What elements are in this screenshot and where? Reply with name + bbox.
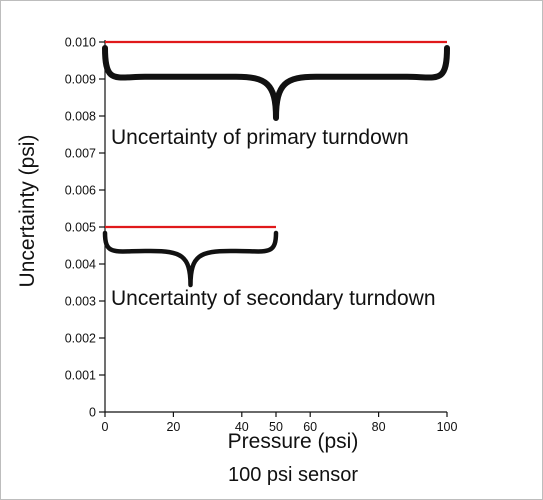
y-tick-label: 0.004 [65, 258, 96, 272]
x-tick-label: 50 [269, 420, 283, 434]
series-group [105, 40, 447, 229]
x-axis-title: Pressure (psi) [228, 430, 359, 453]
y-tick-label: 0.005 [65, 221, 96, 235]
x-tick-label: 60 [303, 420, 317, 434]
annotation-secondary-turndown: Uncertainty of secondary turndown [111, 287, 436, 310]
brace-2 [102, 230, 279, 288]
y-axis: 0 0.001 0.002 0.003 0.004 0.005 0.006 0.007 0.00… [65, 36, 106, 420]
y-tick-label: 0.009 [65, 73, 96, 87]
y-tick-label: 0.006 [65, 184, 96, 198]
y-tick-label: 0.010 [65, 36, 96, 50]
y-tick-label: 0.002 [65, 332, 96, 346]
y-tick-label: 0 [89, 406, 96, 420]
annotation-primary-turndown: Uncertainty of primary turndown [111, 126, 409, 149]
x-tick-label: 100 [437, 420, 458, 434]
y-tick-label: 0.003 [65, 295, 96, 309]
x-axis: 0 20 40 50 60 80 100 [102, 411, 458, 434]
x-tick-label: 40 [235, 420, 249, 434]
y-axis-title: Uncertainty (psi) [16, 135, 39, 288]
y-tick-label: 0.008 [65, 110, 96, 124]
chart-caption: 100 psi sensor [228, 464, 358, 486]
y-tick-label: 0.007 [65, 147, 96, 161]
x-tick-label: 80 [372, 420, 386, 434]
x-tick-label: 0 [102, 420, 109, 434]
brace-1 [102, 45, 450, 121]
braces-group [102, 45, 450, 288]
x-tick-label: 20 [166, 420, 180, 434]
y-tick-label: 0.001 [65, 369, 96, 383]
